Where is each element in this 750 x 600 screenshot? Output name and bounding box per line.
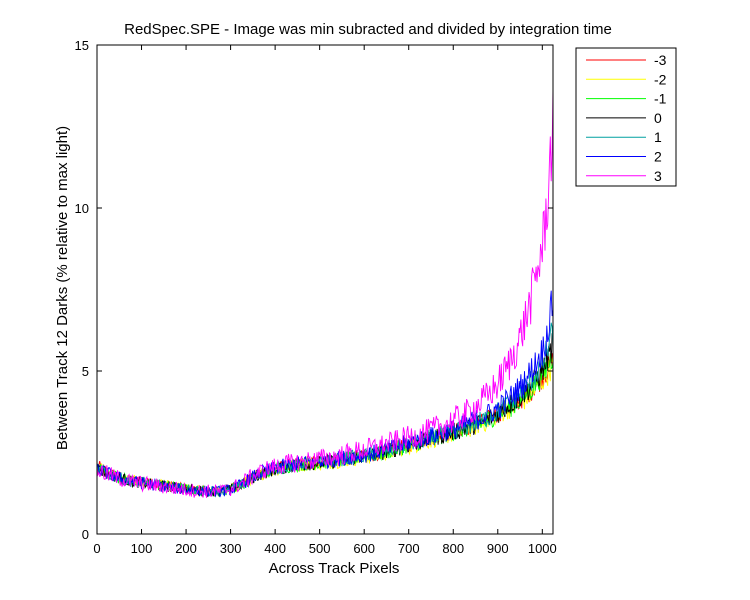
legend-label--1: -1 — [654, 91, 667, 107]
series-lines — [97, 87, 553, 498]
y-tick-label: 10 — [75, 201, 89, 216]
y-tick-label: 15 — [75, 38, 89, 53]
x-tick-label: 700 — [398, 541, 420, 556]
x-tick-label: 200 — [175, 541, 197, 556]
legend-entry-3: 3 — [586, 168, 662, 184]
x-tick-label: 600 — [353, 541, 375, 556]
x-tick-label: 100 — [131, 541, 153, 556]
legend-label--3: -3 — [654, 52, 667, 68]
axes-box — [96, 44, 554, 535]
legend-label-0: 0 — [654, 110, 662, 126]
legend-entry--1: -1 — [586, 91, 667, 107]
x-axis-label: Across Track Pixels — [269, 560, 400, 577]
legend-label--2: -2 — [654, 71, 667, 87]
legend-entry--3: -3 — [586, 52, 667, 68]
x-tick-label: 500 — [309, 541, 331, 556]
legend-label-3: 3 — [654, 168, 662, 184]
legend-entry-2: 2 — [586, 149, 662, 165]
legend-entry-0: 0 — [586, 110, 662, 126]
x-tick-label: 400 — [264, 541, 286, 556]
x-tick-label: 0 — [93, 541, 100, 556]
x-tick-label: 900 — [487, 541, 509, 556]
y-tick-label: 0 — [82, 527, 89, 542]
x-tick-label: 800 — [442, 541, 464, 556]
chart-title: RedSpec.SPE - Image was min subracted an… — [124, 21, 612, 38]
legend-entry-1: 1 — [586, 129, 662, 145]
legend-box — [575, 47, 677, 187]
legend-entry--2: -2 — [586, 71, 667, 87]
legend-label-1: 1 — [654, 129, 662, 145]
y-tick-label: 5 — [82, 364, 89, 379]
series-line-3 — [97, 87, 553, 498]
y-axis-label: Between Track 12 Darks (% relative to ma… — [54, 126, 71, 450]
x-tick-label: 1000 — [528, 541, 557, 556]
x-tick-label: 300 — [220, 541, 242, 556]
legend-label-2: 2 — [654, 149, 662, 165]
plot-area: 0 100 200 300 400 500 600 700 800 900 1000 0 5 10 15 — [75, 38, 557, 556]
legend: -3 -2 -1 0 1 2 3 — [575, 47, 677, 187]
